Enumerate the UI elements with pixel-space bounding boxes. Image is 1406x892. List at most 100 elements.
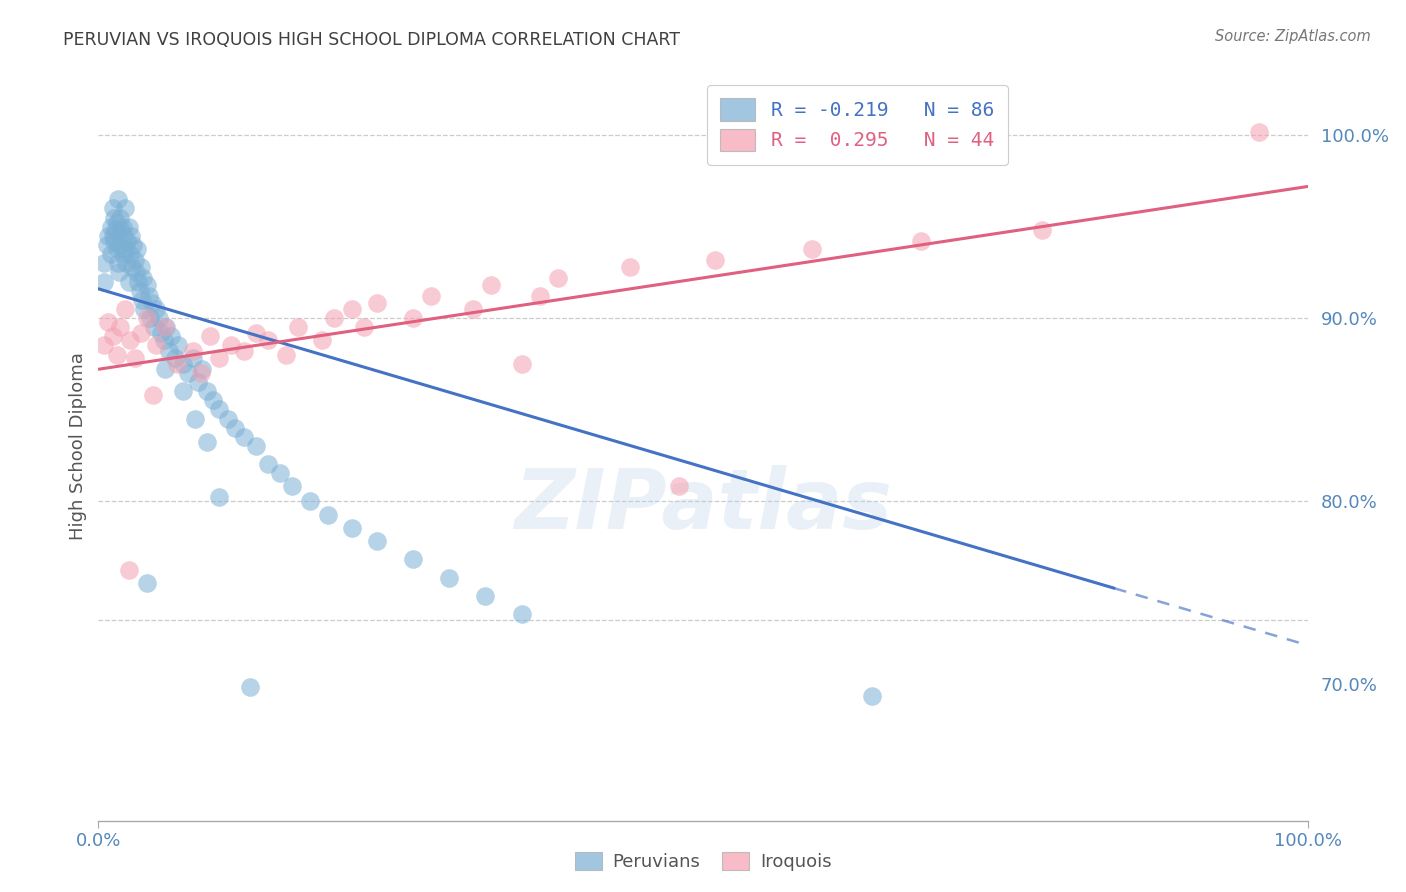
Point bbox=[118, 333, 141, 347]
Point bbox=[108, 320, 131, 334]
Point bbox=[105, 348, 128, 362]
Point bbox=[163, 351, 186, 366]
Point bbox=[114, 301, 136, 316]
Legend: R = -0.219   N = 86, R =  0.295   N = 44: R = -0.219 N = 86, R = 0.295 N = 44 bbox=[707, 85, 1008, 165]
Point bbox=[103, 235, 125, 249]
Point bbox=[420, 289, 443, 303]
Point bbox=[96, 238, 118, 252]
Point bbox=[101, 228, 124, 243]
Point bbox=[437, 571, 460, 585]
Point bbox=[208, 351, 231, 366]
Point bbox=[167, 338, 190, 352]
Point bbox=[141, 296, 163, 310]
Point bbox=[152, 333, 174, 347]
Point bbox=[353, 320, 375, 334]
Point bbox=[138, 289, 160, 303]
Point bbox=[221, 338, 243, 352]
Point bbox=[134, 301, 156, 316]
Point bbox=[93, 338, 115, 352]
Point bbox=[281, 479, 304, 493]
Point bbox=[1249, 125, 1271, 139]
Point bbox=[117, 235, 139, 249]
Point bbox=[107, 192, 129, 206]
Point bbox=[118, 563, 141, 577]
Point bbox=[481, 278, 503, 293]
Point bbox=[704, 252, 727, 267]
Point bbox=[139, 311, 162, 326]
Y-axis label: High School Diploma: High School Diploma bbox=[69, 352, 87, 540]
Point bbox=[619, 260, 641, 274]
Point bbox=[299, 493, 322, 508]
Point bbox=[145, 301, 167, 316]
Point bbox=[157, 343, 180, 358]
Point bbox=[101, 202, 124, 216]
Point bbox=[124, 252, 146, 267]
Point bbox=[132, 271, 155, 285]
Point bbox=[529, 289, 551, 303]
Point bbox=[177, 366, 200, 380]
Point bbox=[148, 311, 170, 326]
Point bbox=[287, 320, 309, 334]
Point bbox=[125, 265, 148, 279]
Point bbox=[131, 293, 153, 307]
Point bbox=[129, 260, 152, 274]
Legend: Peruvians, Iroquois: Peruvians, Iroquois bbox=[567, 846, 839, 879]
Point bbox=[208, 402, 231, 417]
Point bbox=[256, 333, 278, 347]
Point bbox=[181, 351, 204, 366]
Point bbox=[342, 521, 364, 535]
Point bbox=[256, 457, 278, 471]
Point bbox=[800, 242, 823, 256]
Point bbox=[114, 242, 136, 256]
Point bbox=[118, 219, 141, 234]
Text: Source: ZipAtlas.com: Source: ZipAtlas.com bbox=[1215, 29, 1371, 44]
Point bbox=[366, 296, 388, 310]
Point bbox=[118, 247, 141, 261]
Point bbox=[114, 202, 136, 216]
Point bbox=[190, 366, 212, 380]
Text: ZIPatlas: ZIPatlas bbox=[515, 466, 891, 547]
Point bbox=[860, 690, 883, 704]
Point bbox=[245, 326, 267, 340]
Point bbox=[232, 343, 254, 358]
Text: PERUVIAN VS IROQUOIS HIGH SCHOOL DIPLOMA CORRELATION CHART: PERUVIAN VS IROQUOIS HIGH SCHOOL DIPLOMA… bbox=[63, 31, 681, 49]
Point bbox=[245, 439, 267, 453]
Point bbox=[155, 320, 177, 334]
Point bbox=[97, 315, 120, 329]
Point bbox=[195, 384, 218, 399]
Point bbox=[217, 411, 239, 425]
Point bbox=[104, 223, 127, 237]
Point bbox=[187, 375, 209, 389]
Point bbox=[145, 338, 167, 352]
Point bbox=[100, 219, 122, 234]
Point bbox=[135, 576, 157, 591]
Point bbox=[198, 329, 221, 343]
Point bbox=[112, 228, 135, 243]
Point bbox=[110, 223, 132, 237]
Point bbox=[172, 384, 194, 399]
Point bbox=[108, 265, 131, 279]
Point bbox=[191, 362, 214, 376]
Point bbox=[124, 351, 146, 366]
Point bbox=[127, 275, 149, 289]
Point bbox=[274, 348, 297, 362]
Point bbox=[366, 534, 388, 549]
Point bbox=[150, 326, 173, 340]
Point bbox=[101, 329, 124, 343]
Point bbox=[208, 490, 231, 504]
Point bbox=[97, 228, 120, 243]
Point bbox=[239, 680, 262, 694]
Point bbox=[232, 430, 254, 444]
Point bbox=[402, 552, 425, 566]
Point bbox=[153, 320, 176, 334]
Point bbox=[547, 271, 569, 285]
Point bbox=[107, 256, 129, 270]
Point bbox=[202, 393, 225, 408]
Point bbox=[143, 320, 166, 334]
Point bbox=[668, 479, 690, 493]
Point bbox=[129, 326, 152, 340]
Point bbox=[224, 421, 246, 435]
Point bbox=[474, 589, 496, 603]
Point bbox=[166, 357, 188, 371]
Point bbox=[184, 411, 207, 425]
